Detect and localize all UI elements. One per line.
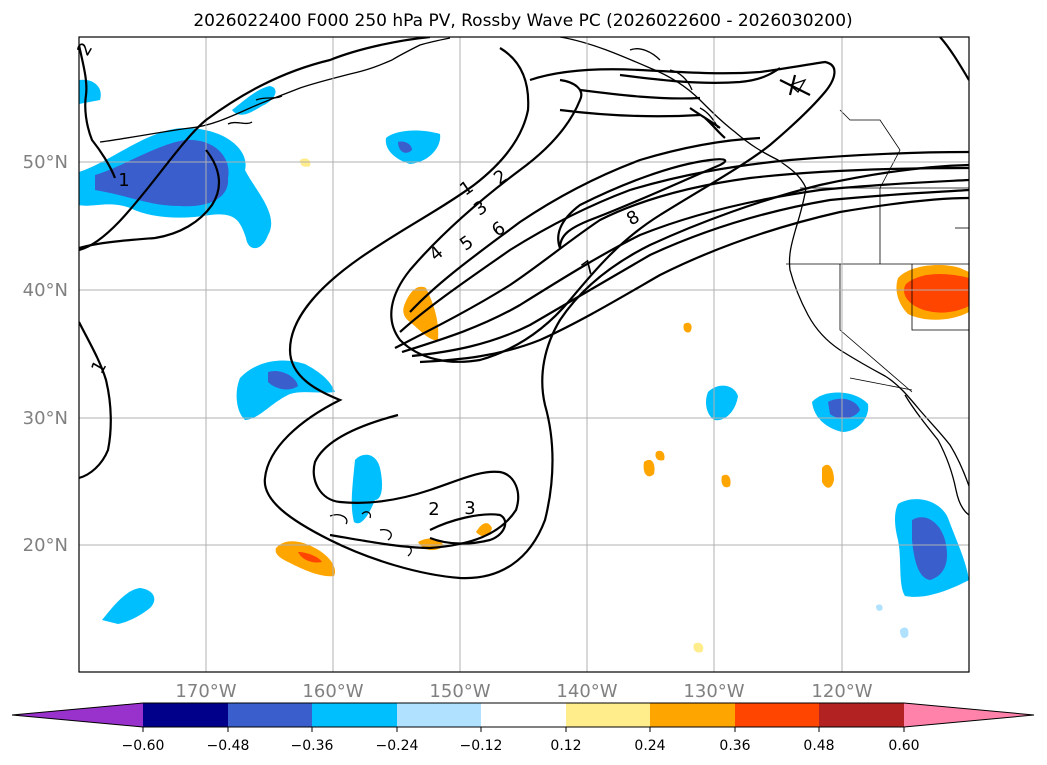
colorbar-tick-label: 0.12: [550, 738, 581, 754]
state-borders: [786, 109, 969, 393]
lon-label: 130°W: [683, 681, 744, 702]
map-title: 2026022400 F000 250 hPa PV, Rossby Wave …: [193, 11, 852, 31]
colorbar-tick-label: −0.12: [460, 738, 503, 754]
pv-positive-shading: [275, 158, 969, 653]
longitude-labels: 170°W 160°W 150°W 140°W 130°W 120°W: [175, 681, 872, 702]
contour-label: 3: [464, 498, 475, 519]
colorbar-segment: [397, 703, 481, 727]
colorbar-tick-label: −0.36: [291, 738, 334, 754]
pc-contours: [79, 37, 969, 580]
lon-label: 120°W: [811, 681, 872, 702]
colorbar-segment: [650, 703, 735, 727]
colorbar-segment: [819, 703, 904, 727]
lon-label: 160°W: [302, 681, 363, 702]
map-frame: [78, 36, 970, 673]
colorbar-tick-label: 0.24: [634, 738, 665, 754]
lat-label: 30°N: [23, 408, 68, 429]
colorbar-ticks: [142, 727, 905, 732]
colorbar-tick-label: −0.60: [122, 738, 165, 754]
colorbar-tick-label: −0.48: [207, 738, 250, 754]
colorbar-segment: [143, 703, 228, 727]
colorbar: −0.60 −0.48 −0.36 −0.24 −0.12 0.12 0.24 …: [11, 702, 1035, 754]
colorbar-tick-label: 0.48: [803, 738, 834, 754]
lon-label: 150°W: [429, 681, 490, 702]
contour-label: 2: [428, 499, 439, 520]
latitude-labels: 50°N 40°N 30°N 20°N: [23, 152, 68, 556]
lat-label: 20°N: [23, 535, 68, 556]
pv-negative-shading: [79, 79, 969, 638]
contour-label: 1: [118, 170, 129, 191]
lat-label: 40°N: [23, 280, 68, 301]
colorbar-tick-label: 0.36: [719, 738, 750, 754]
colorbar-segment: [228, 703, 312, 727]
lat-label: 50°N: [23, 152, 68, 173]
colorbar-segment: [735, 703, 819, 727]
colorbar-extend-high: [904, 703, 1034, 727]
graticule: [79, 37, 969, 672]
colorbar-segment: [566, 703, 650, 727]
lon-label: 170°W: [175, 681, 236, 702]
colorbar-tick-label: −0.24: [376, 738, 419, 754]
colorbar-extend-low: [12, 703, 143, 727]
colorbar-tick-label: 0.60: [888, 738, 919, 754]
colorbar-segment: [312, 703, 397, 727]
lon-label: 140°W: [556, 681, 617, 702]
colorbar-segment: [481, 703, 566, 727]
